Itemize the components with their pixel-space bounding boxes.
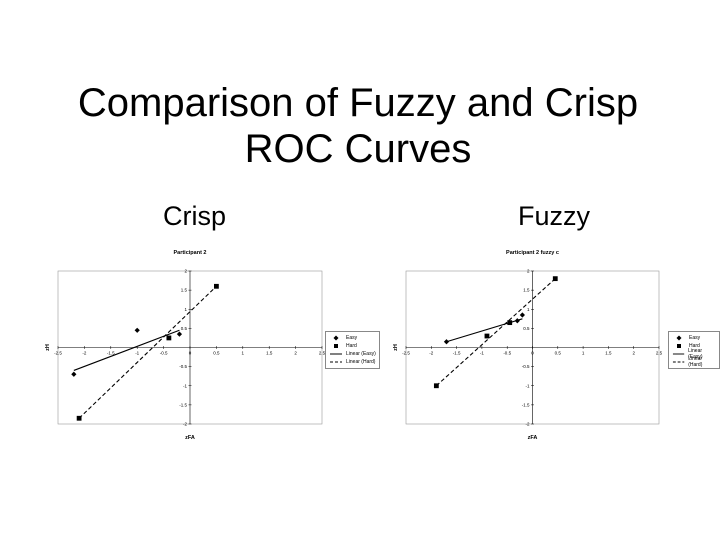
x-tick-label: -1 <box>135 351 139 356</box>
y-tick-label: 2 <box>184 269 187 274</box>
y-tick-label: 1.5 <box>523 288 530 293</box>
y-tick-label: 1 <box>184 307 187 312</box>
y-tick-label: -1 <box>183 383 187 388</box>
x-tick-label: 2.5 <box>319 351 326 356</box>
x-tick-label: -2.5 <box>402 351 410 356</box>
data-point-easy <box>519 312 525 318</box>
trend-line-hard <box>435 278 556 387</box>
legend-entry: Hard <box>672 342 716 350</box>
legend-entry: Linear (Easy) <box>329 350 376 358</box>
y-axis-label: zH <box>393 344 399 351</box>
x-tick-label: 2.5 <box>656 351 663 356</box>
x-axis-label: zFA <box>528 435 538 441</box>
legend-marker-diamond <box>333 335 339 341</box>
x-tick-label: -0.5 <box>503 351 511 356</box>
fuzzy-column-label: Fuzzy <box>518 201 591 231</box>
y-tick-label: -2 <box>525 422 529 427</box>
chart-title: Participant 2 <box>173 250 206 256</box>
legend-key <box>677 344 681 348</box>
legend-label: Hard <box>689 343 700 349</box>
legend-key <box>672 361 685 363</box>
x-tick-label: 0 <box>189 351 192 356</box>
y-tick-label: -1.5 <box>179 402 187 407</box>
fuzzy-roc-chart: Participant 2 fuzzy c -2.5 -2 -1.5 -1 -0.5 0 0.… <box>393 250 663 441</box>
legend-label: Hard <box>346 343 357 349</box>
y-tick-label: -1.5 <box>522 402 530 407</box>
x-tick-label: 1.5 <box>605 351 612 356</box>
x-axis-label: zFA <box>185 435 195 441</box>
legend-marker-square <box>334 344 338 348</box>
crisp-column-label: Crisp <box>163 201 227 231</box>
data-point-easy <box>71 371 77 377</box>
x-tick-label: 1 <box>582 351 585 356</box>
x-tick-label: 0.5 <box>555 351 562 356</box>
legend-key <box>334 344 338 348</box>
x-tick-label: 1.5 <box>266 351 273 356</box>
y-tick-label: -2 <box>183 422 187 427</box>
data-point-hard <box>484 333 490 339</box>
legend-entry: Easy <box>329 334 376 342</box>
legend-label: Linear (Easy) <box>688 348 703 360</box>
x-tick-label: 2 <box>632 351 635 356</box>
y-tick-label: 0.5 <box>523 326 530 331</box>
slide-title-line-1: Comparison of Fuzzy and Crisp <box>77 81 639 125</box>
y-tick-label: 0.5 <box>181 326 188 331</box>
legend-entry: Linear (Easy) <box>672 348 716 360</box>
y-tick-label: 1 <box>527 307 530 312</box>
data-point-hard <box>214 283 219 289</box>
legend-label: Linear (Hard) <box>688 356 703 368</box>
y-axis-label: zH <box>45 344 51 351</box>
x-tick-label: -1.5 <box>453 351 461 356</box>
trend-line-easy <box>446 318 523 343</box>
x-tick-label: 1 <box>242 351 245 356</box>
x-tick-label: -1.5 <box>107 351 115 356</box>
x-tick-label: -0.5 <box>160 351 168 356</box>
y-tick-label: -0.5 <box>522 364 530 369</box>
slide-title-line-2: ROC Curves <box>244 127 472 171</box>
crisp-roc-chart: Participant 2 -2.5 -2 -1.5 -1 -0.5 0 0.5 1 1.5 2 2.… <box>45 250 326 441</box>
legend-key <box>333 335 339 341</box>
trend-line-hard <box>78 285 217 419</box>
legend-key <box>672 353 685 355</box>
data-point-hard <box>166 335 172 341</box>
y-tick-label: 2 <box>527 269 530 274</box>
legend-entry: Hard <box>329 342 376 350</box>
legend-entry: Linear (Hard) <box>672 356 716 368</box>
data-point-hard <box>433 383 439 389</box>
legend-key <box>330 353 342 355</box>
x-tick-label: 0 <box>531 351 534 356</box>
legend-label: Easy <box>346 335 358 341</box>
x-tick-label: -2.5 <box>54 351 62 356</box>
legend-key <box>330 361 342 363</box>
x-tick-label: -2 <box>82 351 86 356</box>
legend-label: Easy <box>689 335 701 341</box>
legend-label: Linear (Hard) <box>346 359 376 365</box>
y-tick-label: -0.5 <box>179 364 187 369</box>
slide-title: Comparison of Fuzzy and Crisp ROC Curves <box>0 80 716 172</box>
fuzzy-chart-legend: Easy Hard Linear (Easy) Linear (Hard) <box>668 331 720 369</box>
legend-marker-square <box>677 344 681 348</box>
x-tick-label: 0.5 <box>213 351 220 356</box>
crisp-chart-legend: Easy Hard Linear (Easy) Linear (Hard) <box>325 331 380 369</box>
data-point-easy <box>134 327 140 333</box>
x-tick-label: 2 <box>294 351 297 356</box>
data-point-hard <box>76 415 82 421</box>
trend-line-easy <box>73 329 180 371</box>
x-tick-label: -1 <box>480 351 484 356</box>
legend-entry: Linear (Hard) <box>329 358 376 366</box>
legend-key <box>676 335 682 341</box>
data-point-hard <box>552 276 558 282</box>
legend-label: Linear (Easy) <box>346 351 376 357</box>
y-tick-label: 1.5 <box>181 288 188 293</box>
y-tick-label: -1 <box>525 383 529 388</box>
legend-entry: Easy <box>672 334 716 342</box>
chart-title: Participant 2 fuzzy c <box>506 250 559 256</box>
data-point-easy <box>176 331 183 337</box>
x-tick-label: -2 <box>429 351 433 356</box>
legend-marker-diamond <box>676 335 682 341</box>
